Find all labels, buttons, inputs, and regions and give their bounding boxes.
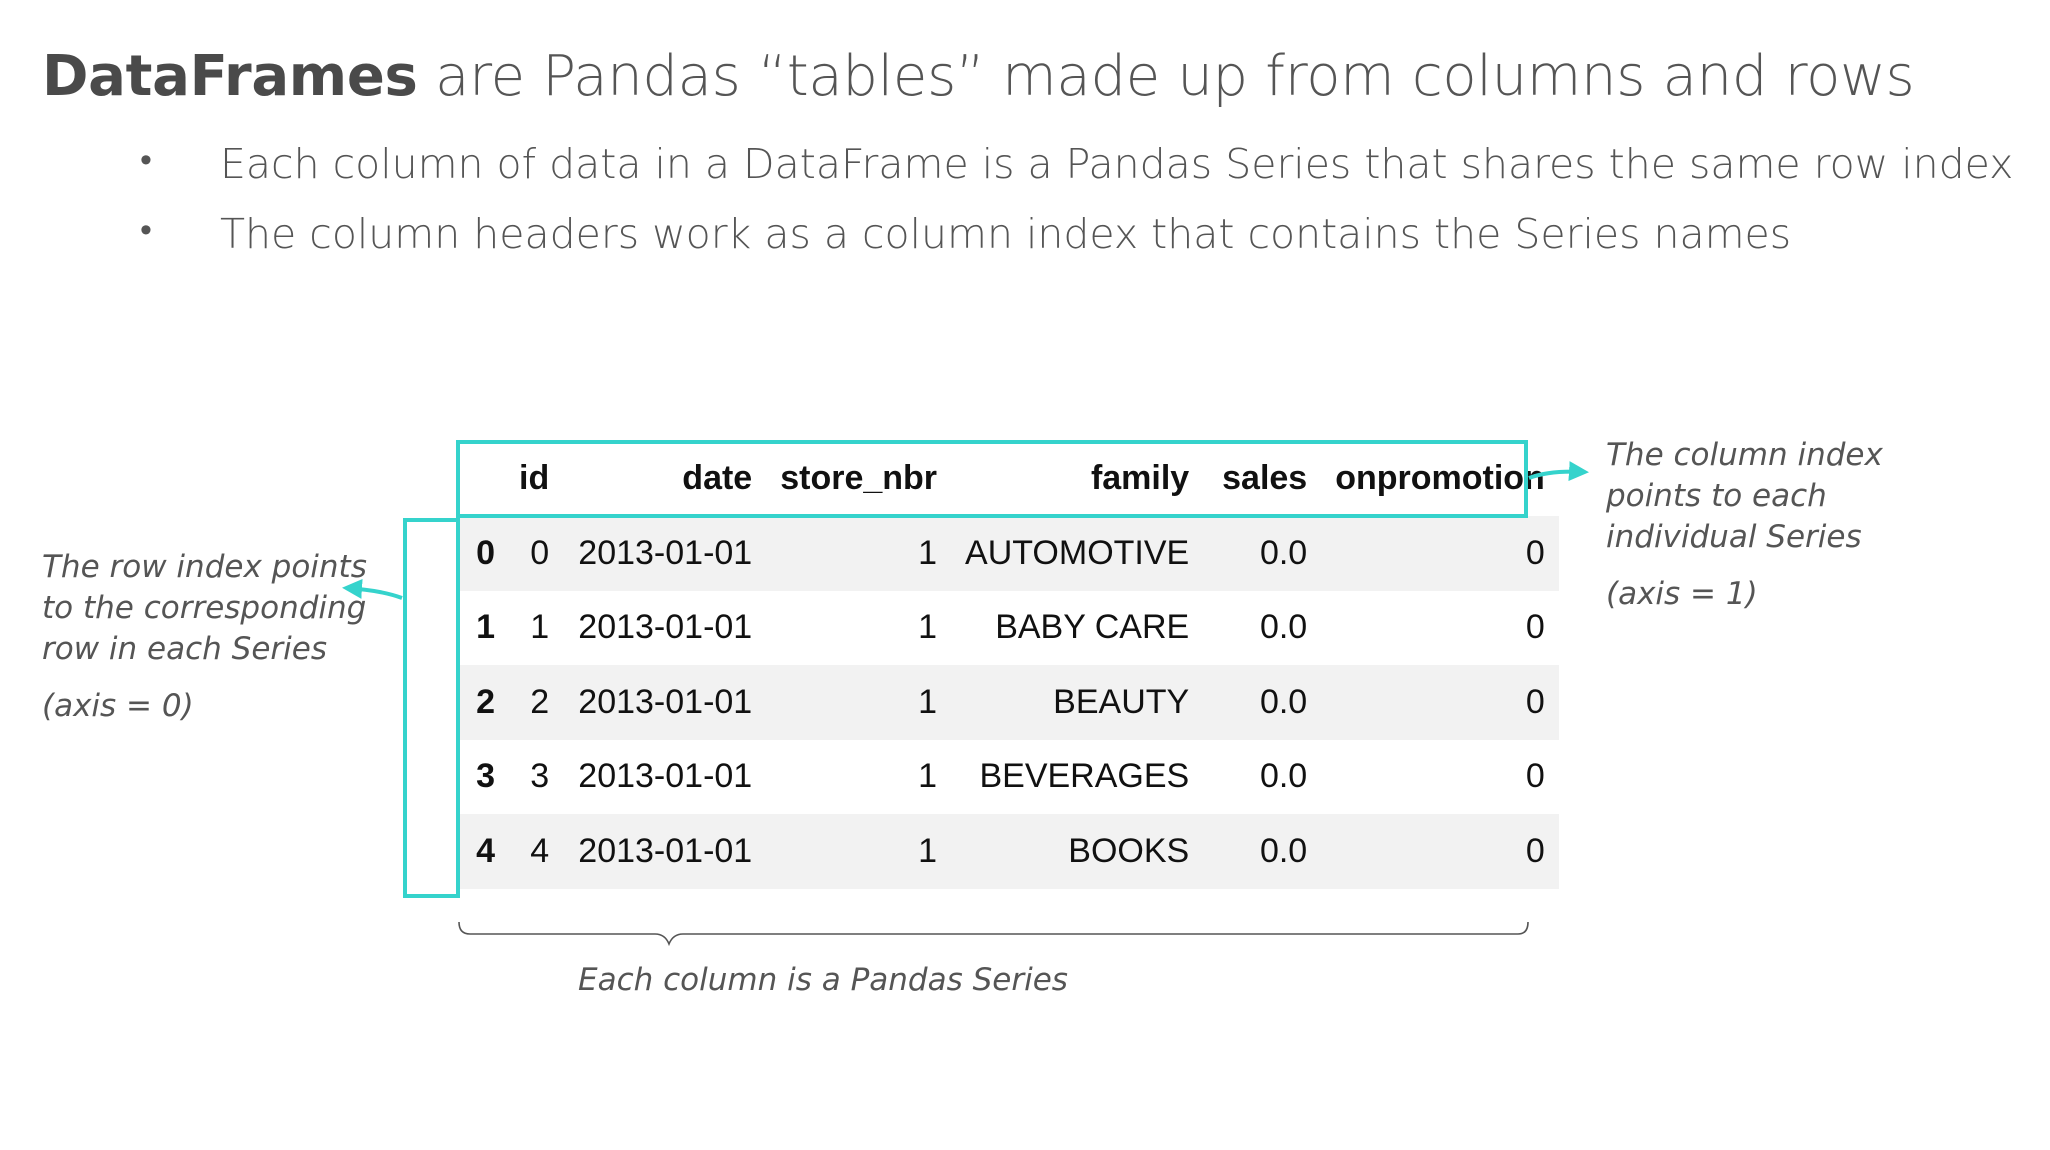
dataframe: id date store_nbr family sales onpromoti…	[457, 440, 1559, 889]
column-axis-label: (axis = 1)	[1606, 576, 1758, 612]
cell-date: 2013-01-01	[578, 757, 753, 796]
cell-id: 1	[530, 608, 550, 647]
cell-id: 4	[505, 814, 564, 889]
column-index-note: The column index points to each individu…	[1606, 435, 1883, 615]
row-index-arrow	[342, 578, 403, 600]
title-rest: are Pandas “tables” made up from columns…	[417, 44, 1915, 109]
cell-onpromotion: 0	[1321, 665, 1559, 740]
title-bold: DataFrames	[42, 44, 418, 109]
row-index: 2	[457, 665, 505, 740]
cell-family: BEAUTY	[951, 665, 1204, 740]
note-line: The column index	[1606, 437, 1883, 473]
column-header: date	[682, 458, 753, 497]
cell-store-nbr: 1	[766, 516, 952, 591]
bullet-dot-icon: •	[140, 140, 152, 180]
note-line: points to each	[1606, 478, 1827, 514]
bullet-item: • The column headers work as a column ind…	[140, 210, 2013, 280]
column-header: onpromotion	[1335, 458, 1545, 497]
cell-store-nbr: 1	[766, 665, 952, 740]
table-row: 0 0 2013-01-01 1 AUTOMOTIVE 0.0 0	[457, 516, 1559, 591]
column-index-arrow	[1528, 461, 1589, 482]
bullet-text: The column headers work as a column inde…	[220, 210, 1792, 258]
column-index-highlight	[456, 440, 1528, 518]
column-header: family	[1090, 458, 1190, 497]
series-brace-icon	[458, 921, 1529, 947]
row-index: 1	[476, 608, 495, 647]
cell-family: AUTOMOTIVE	[951, 516, 1204, 591]
header-row: id date store_nbr family sales onpromoti…	[457, 440, 1559, 516]
cell-store-nbr: 1	[918, 757, 938, 796]
note-line: individual Series	[1606, 519, 1862, 555]
dataframe-table: id date store_nbr family sales onpromoti…	[457, 440, 1559, 889]
column-header: store_nbr	[780, 458, 938, 497]
cell-onpromotion: 0	[1321, 516, 1559, 591]
cell-sales: 0.0	[1203, 516, 1322, 591]
series-note: Each column is a Pandas Series	[578, 962, 1068, 998]
cell-sales: 0.0	[1203, 814, 1322, 889]
table-row: 3 3 2013-01-01 1 BEVERAGES 0.0 0	[457, 740, 1559, 815]
cell-store-nbr: 1	[766, 814, 952, 889]
bullet-dot-icon: •	[140, 210, 152, 250]
bullet-item: • Each column of data in a DataFrame is a…	[140, 140, 2013, 210]
bullet-text: Each column of data in a DataFrame is a …	[220, 140, 2014, 188]
column-header: sales	[1222, 458, 1308, 497]
cell-date: 2013-01-01	[563, 516, 767, 591]
bullet-list: • Each column of data in a DataFrame is a…	[140, 140, 2013, 280]
table-row: 1 1 2013-01-01 1 BABY CARE 0.0 0	[457, 591, 1559, 666]
cell-date: 2013-01-01	[563, 665, 767, 740]
row-index: 4	[457, 814, 505, 889]
cell-onpromotion: 0	[1525, 757, 1545, 796]
cell-family: BOOKS	[951, 814, 1204, 889]
table-row: 2 2 2013-01-01 1 BEAUTY 0.0 0	[457, 665, 1559, 740]
cell-id: 2	[505, 665, 564, 740]
cell-store-nbr: 1	[918, 608, 938, 647]
note-line: The row index points	[42, 549, 367, 585]
note-line: row in each Series	[42, 631, 327, 667]
column-header: id	[519, 458, 550, 497]
cell-sales: 0.0	[1259, 608, 1308, 647]
row-index-highlight	[403, 518, 460, 898]
row-axis-label: (axis = 0)	[42, 688, 194, 724]
cell-id: 3	[530, 757, 550, 796]
row-index: 0	[457, 516, 505, 591]
cell-onpromotion: 0	[1321, 814, 1559, 889]
cell-sales: 0.0	[1203, 665, 1322, 740]
table-row: 4 4 2013-01-01 1 BOOKS 0.0 0	[457, 814, 1559, 889]
cell-date: 2013-01-01	[578, 608, 753, 647]
note-line: to the corresponding	[42, 590, 367, 626]
slide-title: DataFrames are Pandas “tables” made up f…	[42, 44, 1915, 109]
cell-id: 0	[505, 516, 564, 591]
cell-family: BEVERAGES	[979, 757, 1190, 796]
cell-family: BABY CARE	[995, 608, 1190, 647]
cell-date: 2013-01-01	[563, 814, 767, 889]
cell-sales: 0.0	[1259, 757, 1308, 796]
cell-onpromotion: 0	[1525, 608, 1545, 647]
row-index-note: The row index points to the correspondin…	[42, 547, 367, 727]
row-index: 3	[476, 757, 495, 796]
